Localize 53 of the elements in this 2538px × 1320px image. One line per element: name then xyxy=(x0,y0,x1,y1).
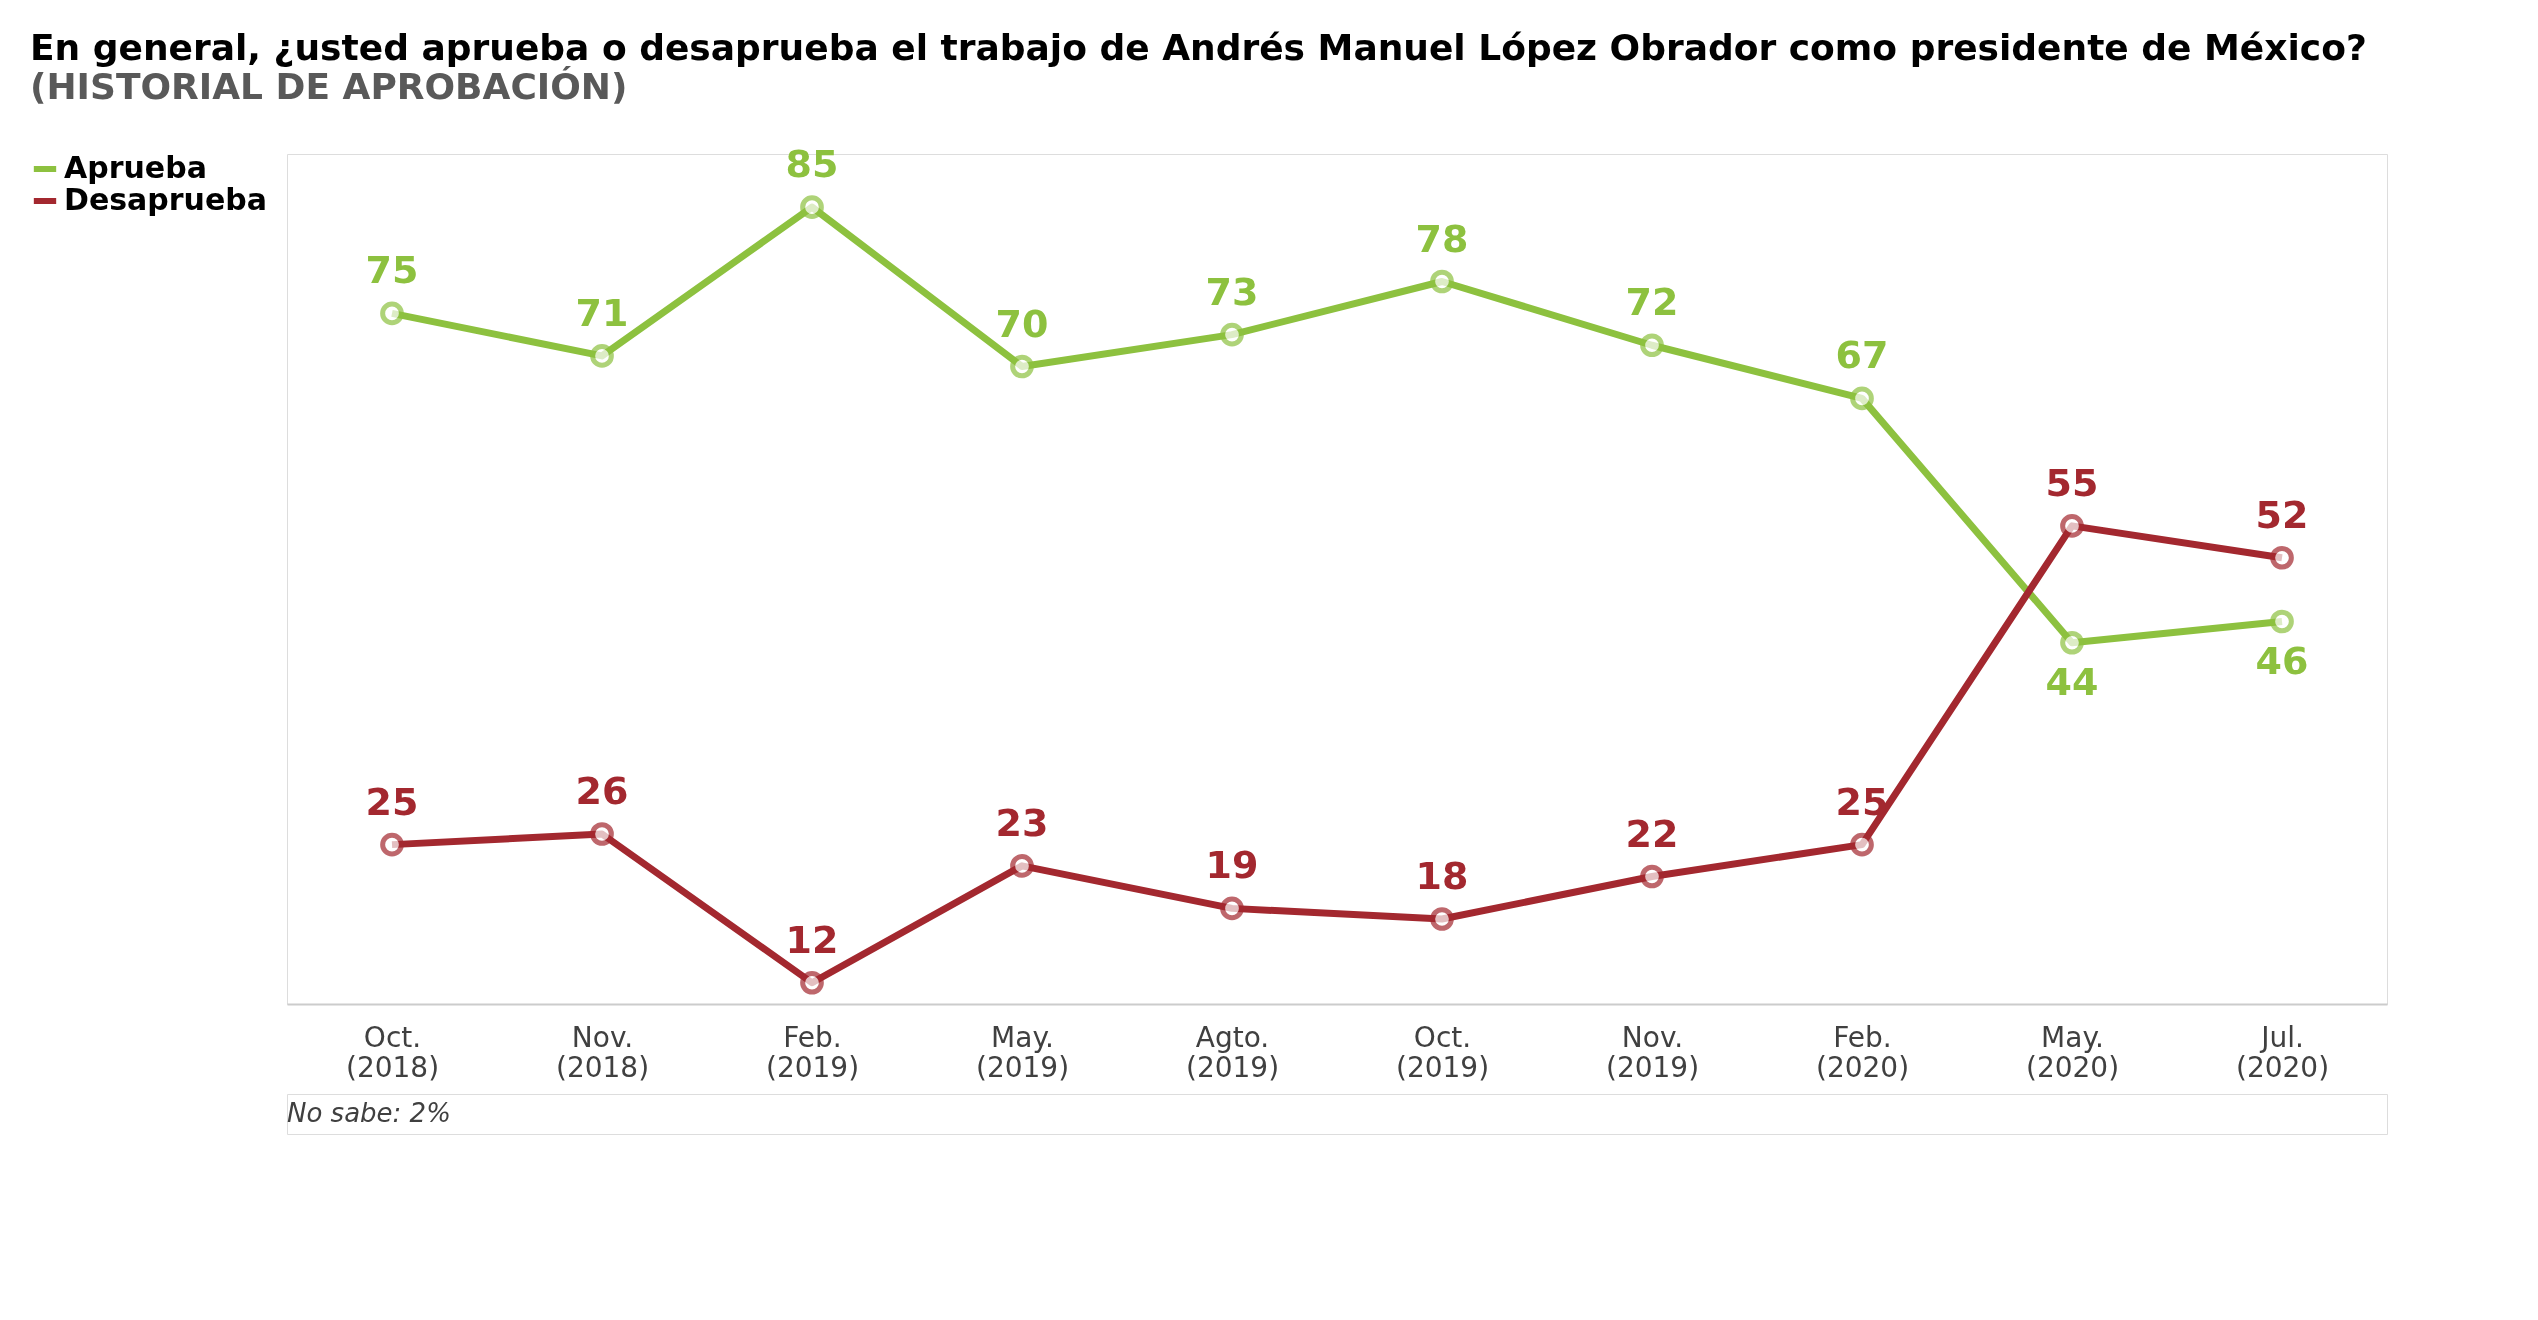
x-tick-label: May. (2019) xyxy=(975,1020,1070,1084)
x-tick-label: Oct. (2018) xyxy=(345,1020,440,1084)
point xyxy=(2270,545,2294,570)
point xyxy=(380,301,404,326)
point xyxy=(1010,854,1034,878)
x-tick-label: Feb. (2019) xyxy=(765,1020,860,1084)
point xyxy=(2060,514,2084,538)
x-tick-label: Jul. (2020) xyxy=(2235,1020,2330,1084)
point xyxy=(1850,386,1874,411)
data-label: 73 xyxy=(1205,269,1259,314)
x-tick-label: Nov. (2019) xyxy=(1605,1020,1700,1084)
point xyxy=(2270,609,2294,634)
data-label: 46 xyxy=(2255,638,2309,683)
point xyxy=(590,822,614,846)
data-label: 44 xyxy=(2045,659,2099,704)
point xyxy=(380,832,404,857)
data-label: 55 xyxy=(2045,460,2099,505)
data-label: 70 xyxy=(995,301,1049,346)
text: No sabe: 2% xyxy=(287,1098,451,1128)
point xyxy=(1850,832,1874,857)
x-tick-label: Feb. (2020) xyxy=(1815,1020,1910,1084)
legend-label: Aprueba xyxy=(64,150,207,185)
point xyxy=(1430,269,1454,294)
data-label: 19 xyxy=(1205,843,1259,888)
point xyxy=(1220,896,1244,921)
chart-title: En general, ¿usted aprueba o desaprueba el trabajo de Andrés Manuel López Obrador como presidente de México? xyxy=(30,26,2367,68)
data-label: 25 xyxy=(1835,779,1889,824)
data-label: 71 xyxy=(575,290,629,335)
x-tick-label: May. (2020) xyxy=(2025,1020,2120,1084)
point xyxy=(1220,322,1244,347)
data-label: 12 xyxy=(785,917,839,962)
data-label: 85 xyxy=(785,142,839,187)
x-tick-label: Oct. (2019) xyxy=(1395,1020,1490,1084)
x-tick-label: Nov. (2018) xyxy=(555,1020,650,1084)
point xyxy=(1010,354,1034,379)
data-label: 72 xyxy=(1625,280,1679,325)
data-label: 22 xyxy=(1625,811,1679,856)
x-tick-label: Agto. (2019) xyxy=(1185,1020,1280,1084)
data-label: 75 xyxy=(365,248,419,293)
point xyxy=(1640,864,1664,889)
data-label: 67 xyxy=(1835,333,1889,378)
point xyxy=(2060,630,2084,655)
data-label: 18 xyxy=(1415,854,1469,898)
data-label: 78 xyxy=(1415,216,1469,261)
point xyxy=(800,195,824,219)
point xyxy=(590,344,614,368)
data-label: 26 xyxy=(575,769,629,813)
point xyxy=(1430,907,1454,931)
data-label: 52 xyxy=(2255,492,2309,537)
point xyxy=(800,970,824,995)
point xyxy=(1640,333,1664,358)
data-label: 23 xyxy=(995,800,1049,845)
data-label: 25 xyxy=(365,779,419,824)
